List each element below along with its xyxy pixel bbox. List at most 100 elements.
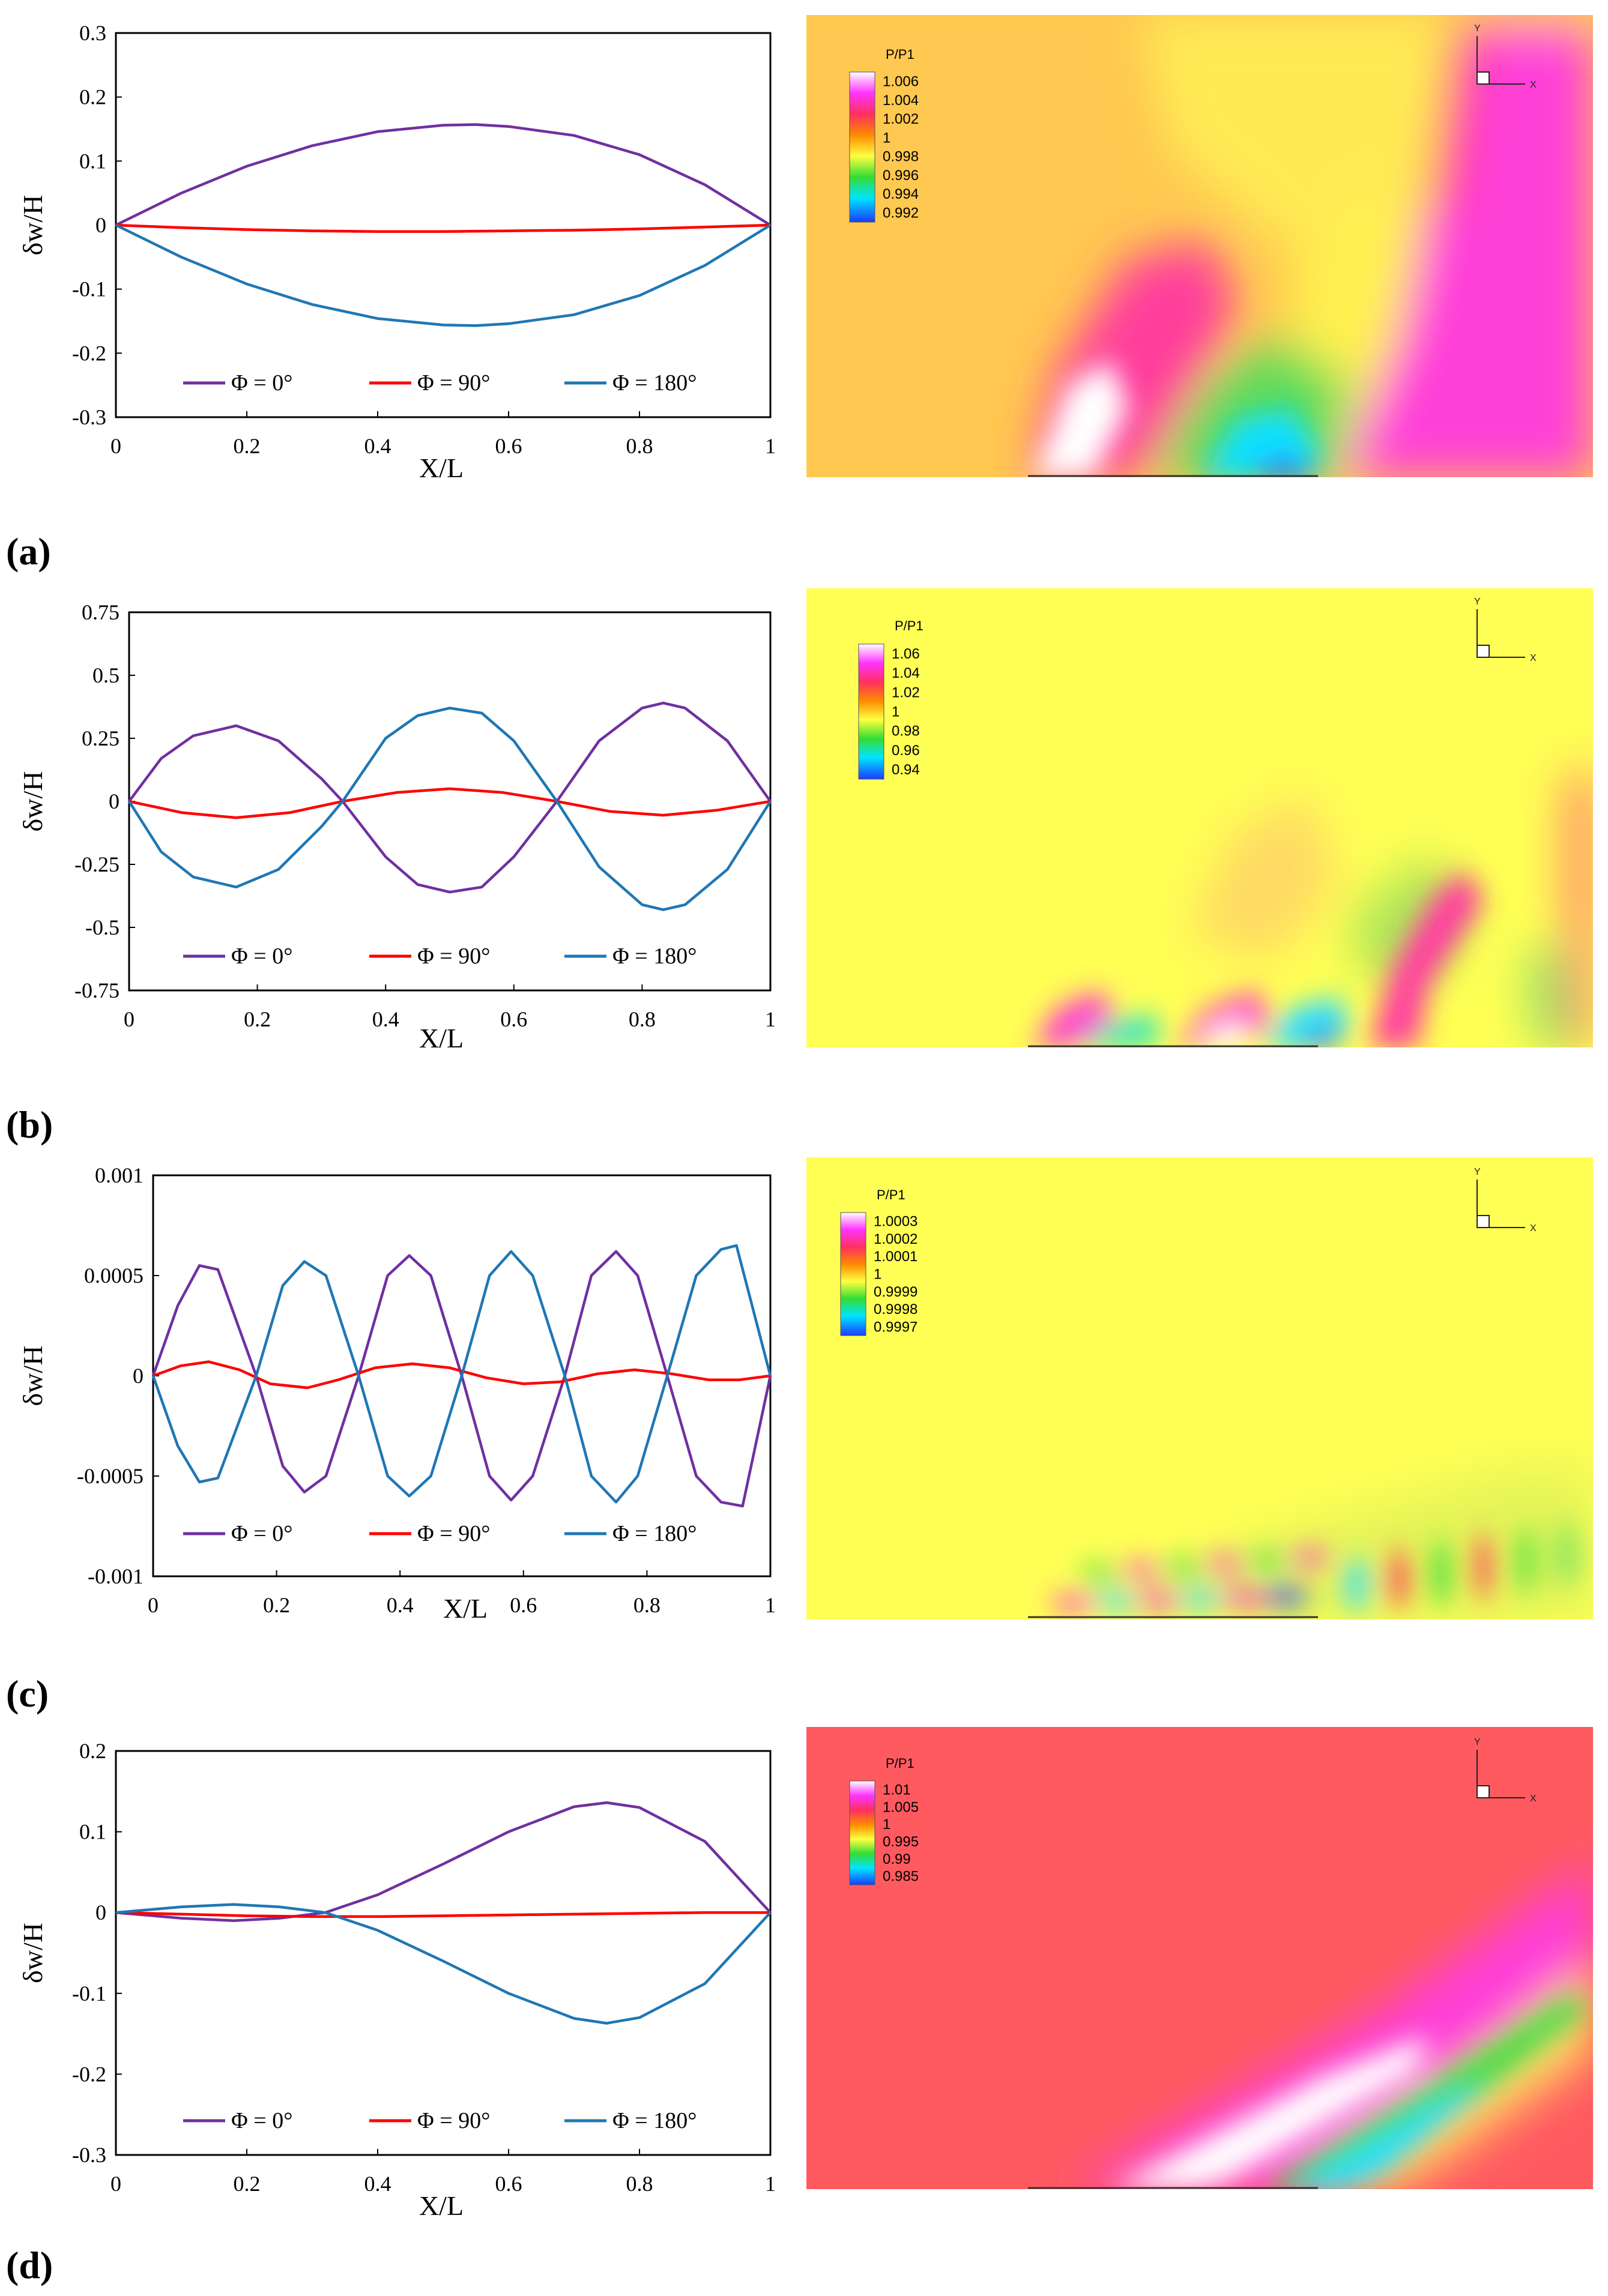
- y-tick-label: -0.75: [74, 978, 119, 1002]
- contour-b-background: [806, 588, 1593, 1047]
- x-axis-label: X/L: [419, 453, 464, 483]
- triad-y-label: Y: [1474, 597, 1481, 607]
- panel-label-c: (c): [6, 1672, 49, 1715]
- colorbar-level-label: 1: [883, 1816, 890, 1833]
- panel-label-a: (a): [6, 530, 51, 573]
- x-tick-label: 1: [765, 434, 776, 458]
- x-tick-label: 0: [110, 2172, 121, 2196]
- contour-a-pink-plume-2: [1339, 24, 1593, 477]
- panel-label-d: (d): [6, 2244, 53, 2286]
- y-tick-label: -0.1: [72, 1981, 106, 2005]
- x-tick-label: 0.6: [495, 434, 522, 458]
- y-axis-label: δw/H: [17, 771, 48, 832]
- colorbar-level-label: 0.998: [883, 149, 919, 165]
- contour-d-green-band: [1261, 1993, 1585, 2189]
- contour-c-cell: [1559, 1522, 1576, 1588]
- x-axis-label: X/L: [443, 1593, 488, 1624]
- colorbar-level-label: 0.9997: [874, 1319, 917, 1335]
- colorbar-gradient: [849, 71, 875, 223]
- y-tick-label: 0.0005: [84, 1264, 144, 1288]
- colorbar-level-label: 1.005: [883, 1799, 919, 1815]
- x-tick-label: 0: [110, 434, 121, 458]
- y-tick-label: -0.5: [85, 915, 119, 939]
- y-tick-label: -0.2: [72, 341, 106, 365]
- y-tick-label: 0.75: [82, 600, 119, 624]
- y-tick-label: -0.001: [88, 1564, 144, 1588]
- triad-y-label: Y: [1474, 1167, 1481, 1177]
- contour-plot-c: [806, 1157, 1593, 1620]
- x-tick-label: 0.4: [372, 1007, 399, 1031]
- contour-c-cell: [1162, 1559, 1204, 1574]
- colorbar-level-label: 1: [883, 130, 890, 146]
- triad-box: [1477, 1785, 1490, 1798]
- legend-label-0: Φ = 0°: [231, 2108, 292, 2133]
- contour-c-cell: [1261, 1588, 1309, 1605]
- x-tick-label: 0.4: [387, 1593, 414, 1617]
- colorbar-gradient: [849, 1780, 875, 1885]
- y-tick-label: -0.0005: [77, 1464, 144, 1488]
- colorbar-level-label: 1.01: [883, 1782, 911, 1798]
- x-tick-label: 0.4: [364, 434, 391, 458]
- x-tick-label: 0: [148, 1593, 159, 1617]
- series-line-2: [128, 707, 772, 911]
- colorbar-title: P/P1: [895, 618, 923, 633]
- x-tick-label: 0.6: [510, 1593, 537, 1617]
- x-tick-label: 0.4: [364, 2172, 391, 2196]
- x-axis-label: X/L: [419, 2190, 464, 2221]
- contour-c-cell: [1177, 1591, 1225, 1608]
- colorbar-gradient: [840, 1212, 866, 1336]
- x-tick-label: 0: [124, 1007, 135, 1031]
- legend-label-0: Φ = 0°: [231, 1521, 292, 1546]
- triad-x-label: X: [1530, 80, 1537, 90]
- contour-a-cyan-core: [1201, 408, 1321, 477]
- x-tick-label: 0.2: [244, 1007, 271, 1031]
- y-tick-label: -0.25: [74, 852, 119, 876]
- x-tick-label: 0.8: [626, 2172, 653, 2196]
- legend-label-1: Φ = 90°: [417, 1521, 490, 1546]
- contour-plot-d: [806, 1727, 1593, 2189]
- legend-label-1: Φ = 90°: [417, 370, 490, 396]
- triad-x-label: X: [1530, 1794, 1537, 1804]
- y-tick-label: 0.5: [92, 663, 119, 687]
- y-tick-label: -0.1: [72, 277, 106, 301]
- series-line-1: [115, 1911, 770, 1918]
- colorbar-level-label: 0.94: [892, 762, 920, 778]
- contour-b-right-red: [1567, 768, 1593, 1047]
- plot-area: [115, 1750, 772, 2156]
- contour-b-orange-region: [1189, 792, 1339, 960]
- series-line-2: [115, 1903, 772, 2025]
- y-axis-label: δw/H: [17, 195, 48, 256]
- contour-c-cell: [1204, 1556, 1246, 1571]
- colorbar-level-label: 1.06: [892, 646, 920, 662]
- legend-label-2: Φ = 180°: [612, 944, 697, 969]
- triad-box: [1477, 645, 1490, 658]
- series-line-0: [115, 123, 772, 227]
- colorbar-level-label: 0.9998: [874, 1301, 917, 1318]
- x-tick-label: 1: [765, 2172, 776, 2196]
- y-tick-label: 0: [95, 213, 106, 237]
- contour-c-cell: [1389, 1549, 1409, 1609]
- y-tick-label: 0.25: [82, 726, 119, 750]
- colorbar-title: P/P1: [886, 47, 914, 62]
- y-tick-label: 0.3: [79, 21, 106, 45]
- y-tick-label: 0.2: [79, 85, 106, 109]
- contour-c-cell: [1219, 1589, 1267, 1606]
- contour-c-cell: [1517, 1528, 1534, 1594]
- contour-a-white-core: [1033, 360, 1129, 477]
- x-tick-label: 0.2: [234, 434, 261, 458]
- colorbar-level-label: 1.002: [883, 111, 919, 127]
- contour-c-cell: [1346, 1558, 1368, 1612]
- contour-c-cell: [1246, 1553, 1288, 1568]
- colorbar-level-label: 0.994: [883, 186, 919, 202]
- contour-b-wave-2: [1075, 1014, 1165, 1047]
- series-line-2: [151, 1244, 772, 1504]
- legend-label-2: Φ = 180°: [612, 370, 697, 396]
- y-tick-label: 0.1: [79, 149, 106, 173]
- contour-c-faint-band: [1081, 1465, 1593, 1620]
- contour-c-cell: [1051, 1594, 1099, 1611]
- colorbar-b: P/P1 1.06 1.04 1.02 1 0.98 0.96 0.94 Y X: [858, 597, 1537, 780]
- contour-c-wave-cells: [1051, 1522, 1576, 1612]
- legend-label-1: Φ = 90°: [417, 2108, 490, 2133]
